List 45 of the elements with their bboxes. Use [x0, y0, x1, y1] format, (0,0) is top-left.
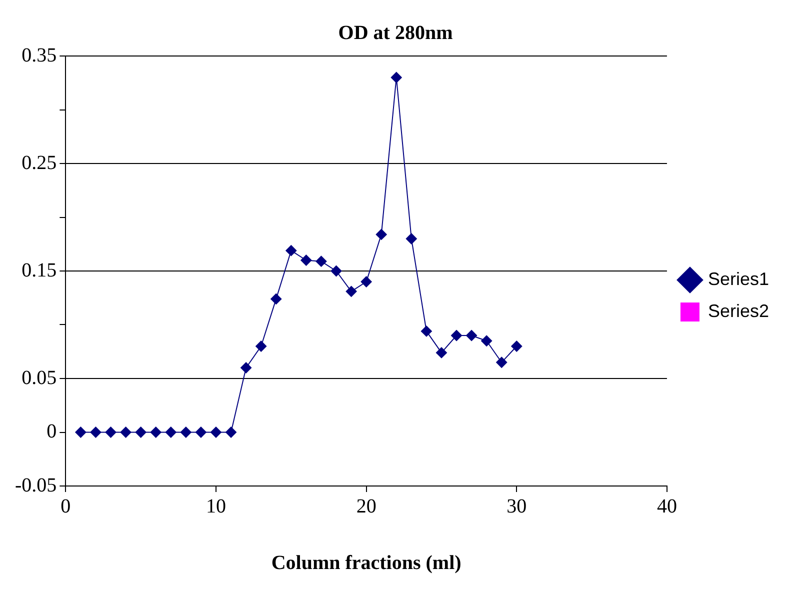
y-tick-label: 0.15	[22, 259, 57, 282]
point	[420, 326, 432, 337]
point	[105, 426, 116, 438]
point	[226, 426, 237, 438]
y-tick-label: -0.05	[14, 474, 57, 496]
point	[300, 254, 312, 266]
point	[360, 276, 372, 288]
legend-label: Series2	[708, 300, 769, 321]
x-tick-label: 40	[656, 495, 677, 518]
legend-label: Series1	[708, 268, 769, 289]
point	[330, 266, 342, 276]
point	[406, 233, 417, 244]
point	[210, 426, 222, 438]
point	[451, 330, 462, 341]
y-tick-label: 0	[46, 420, 57, 442]
x-tick-label: 20	[356, 495, 376, 518]
point	[436, 347, 447, 358]
y-tick-label: 0.05	[22, 366, 57, 389]
x-axis-title: Column fractions (ml)	[271, 552, 462, 574]
y-tick-label: 0.35	[22, 44, 57, 66]
point	[316, 256, 327, 267]
point	[256, 340, 267, 352]
x-tick-label: 30	[506, 495, 527, 518]
point	[195, 426, 206, 438]
point	[150, 426, 162, 438]
x-tick-label: 10	[206, 495, 226, 518]
y-tick-label: 0.25	[22, 152, 57, 174]
point	[240, 362, 252, 374]
point	[165, 426, 176, 438]
point	[376, 228, 387, 240]
point	[75, 426, 86, 438]
point	[481, 335, 492, 346]
point	[90, 426, 102, 438]
point	[270, 293, 282, 304]
point	[286, 245, 297, 256]
point	[135, 426, 146, 438]
point	[496, 356, 508, 368]
point	[390, 72, 402, 83]
point	[120, 426, 132, 438]
chart-title: OD at 280nm	[338, 22, 454, 44]
point	[511, 340, 522, 352]
point	[180, 426, 192, 438]
x-tick-label: 0	[60, 495, 71, 518]
point	[466, 330, 478, 341]
point	[346, 286, 357, 297]
